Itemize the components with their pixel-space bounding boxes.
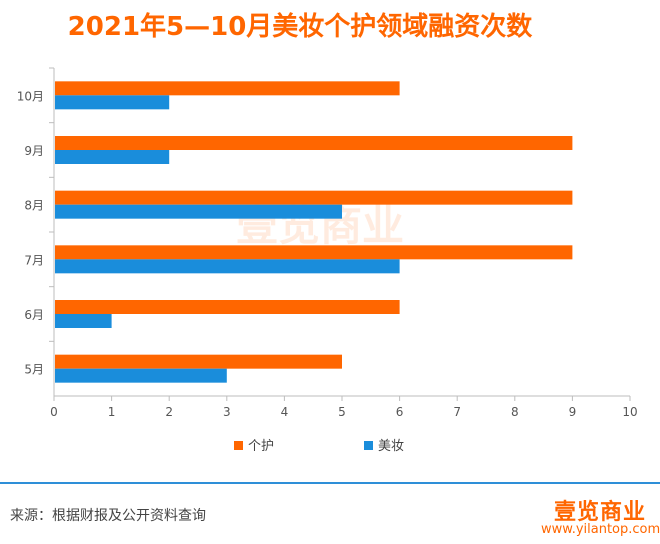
legend-label: 个护 [248,439,274,454]
x-tick-label: 1 [108,405,116,419]
x-tick-label: 4 [281,405,289,419]
x-tick-label: 6 [396,405,404,419]
y-tick-label: 10月 [17,89,44,103]
x-tick-label: 10 [622,405,637,419]
y-tick-label: 5月 [24,363,44,377]
bar-makeup [55,204,342,219]
bar-personal-care [55,354,342,369]
bar-personal-care [55,81,400,96]
x-tick-label: 0 [50,405,58,419]
x-tick-label: 3 [223,405,231,419]
x-tick-label: 7 [453,405,461,419]
bar-makeup [55,150,170,164]
bar-makeup [55,259,400,274]
y-tick-label: 7月 [24,253,44,267]
y-tick-label: 9月 [24,144,44,158]
bar-personal-care [55,300,400,314]
bar-makeup [55,368,227,383]
y-tick-label: 6月 [24,308,44,322]
bar-makeup [55,314,112,328]
x-tick-label: 2 [165,405,173,419]
y-tick-label: 8月 [24,199,44,213]
footer-divider [0,482,660,484]
legend-label: 美妆 [378,439,404,454]
brand-logo: 壹览商业 [554,500,647,525]
bar-personal-care [55,190,573,205]
x-tick-label: 5 [338,405,346,419]
source-note: 来源：根据财报及公开资料查询 [10,508,206,524]
legend-swatch [364,441,373,450]
x-tick-label: 8 [511,405,519,419]
brand-url: www.yilantop.com [541,522,660,537]
chart-title: 2021年5—10月美妆个护领域融资次数 [67,12,533,42]
bar-personal-care [55,245,573,260]
x-tick-label: 9 [569,405,577,419]
legend-swatch [234,441,243,450]
bar-makeup [55,95,170,110]
bar-personal-care [55,136,573,150]
